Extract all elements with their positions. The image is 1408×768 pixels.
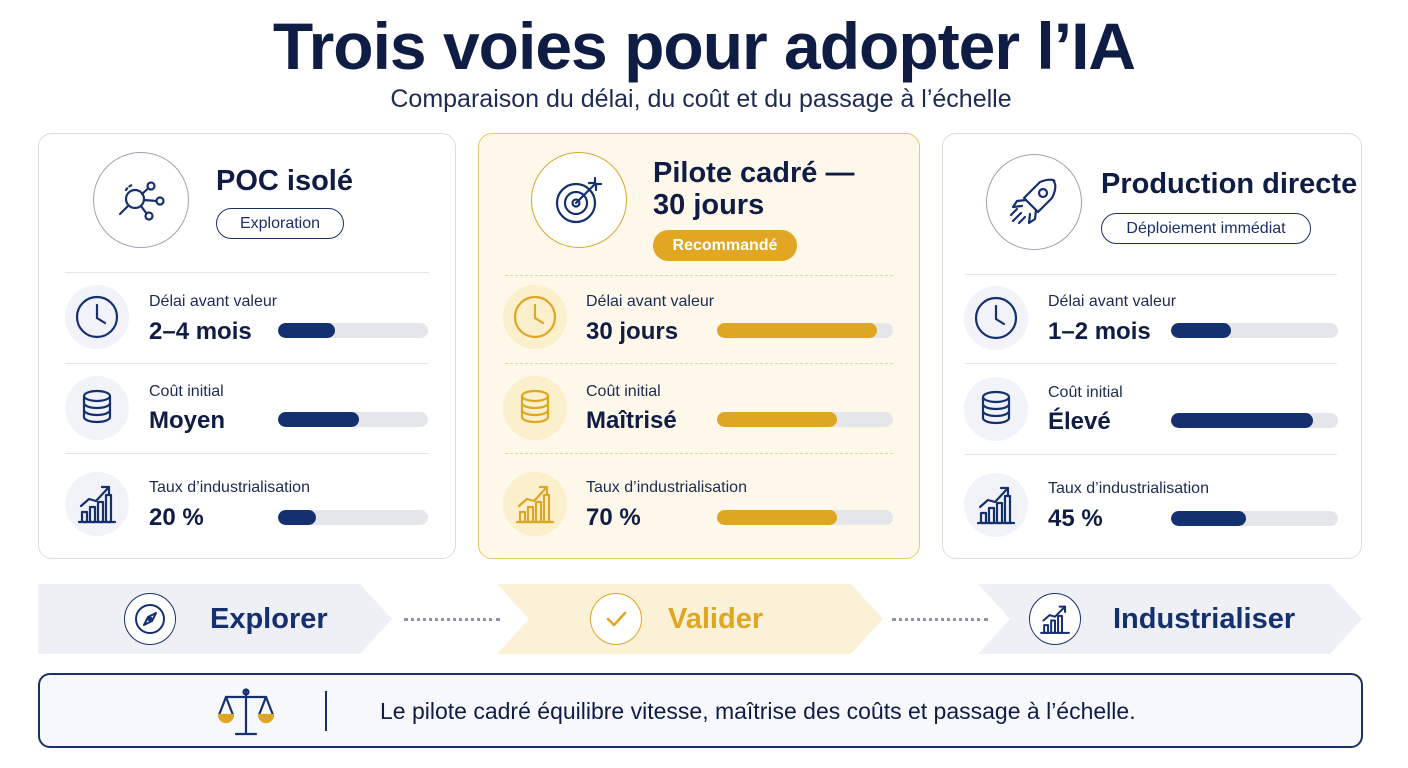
- divider: [965, 274, 1337, 275]
- coins-icon: [65, 376, 129, 440]
- progress-fill: [278, 510, 316, 525]
- metric-label: Délai avant valeur: [586, 293, 715, 310]
- growth-chart-icon: [1029, 593, 1081, 645]
- metric-label: Coût initial: [586, 383, 661, 400]
- progress-bar: [717, 510, 893, 525]
- progress-fill: [717, 323, 878, 338]
- card-title: POC isolé: [216, 165, 353, 197]
- balance-scale-icon: [216, 685, 276, 744]
- divider: [325, 691, 327, 731]
- card-production-directe: Production directe Déploiement immédiat …: [942, 133, 1362, 559]
- card-title: Pilote cadré —: [653, 157, 855, 189]
- card-pilote-cadre: Pilote cadré — 30 jours Recommandé Délai…: [478, 133, 920, 559]
- step-connector: [404, 618, 500, 621]
- metric-value: 45 %: [1048, 505, 1103, 532]
- progress-bar: [278, 412, 428, 427]
- step-label: Industrialiser: [1113, 603, 1296, 635]
- divider: [65, 453, 429, 454]
- metric-label: Délai avant valeur: [1048, 293, 1177, 310]
- card-title: Production directe: [1101, 168, 1358, 200]
- divider: [505, 363, 893, 364]
- card-poc-isole: POC isolé Exploration Délai avant valeur…: [38, 133, 456, 559]
- progress-bar: [278, 510, 428, 525]
- progress-fill: [717, 412, 837, 427]
- metric-label: Taux d’industrialisation: [149, 479, 310, 496]
- card-title-line2: 30 jours: [653, 189, 765, 221]
- metric-label: Taux d’industrialisation: [1048, 480, 1209, 497]
- metric-value: 2–4 mois: [149, 318, 252, 345]
- step-explorer: Explorer: [38, 584, 392, 654]
- divider: [505, 275, 893, 276]
- growth-chart-icon: [503, 472, 567, 536]
- progress-bar: [717, 412, 893, 427]
- progress-bar: [1171, 511, 1338, 526]
- progress-bar: [1171, 413, 1338, 428]
- metric-value: Maîtrisé: [586, 407, 677, 434]
- step-connector: [892, 618, 988, 621]
- recommended-badge: Recommandé: [653, 230, 797, 261]
- metric-label: Taux d’industrialisation: [586, 479, 747, 496]
- metric-value: Moyen: [149, 407, 226, 434]
- card-badge: Exploration: [216, 208, 344, 239]
- growth-chart-icon: [65, 472, 129, 536]
- growth-chart-icon: [964, 473, 1028, 537]
- progress-fill: [278, 323, 335, 338]
- clock-icon: [503, 285, 567, 349]
- metric-label: Délai avant valeur: [149, 293, 278, 310]
- step-label: Valider: [668, 603, 764, 635]
- divider: [505, 453, 893, 454]
- target-icon: [531, 152, 627, 248]
- metric-label: Coût initial: [1048, 384, 1123, 401]
- clock-icon: [964, 286, 1028, 350]
- divider: [65, 272, 429, 273]
- compass-icon: [124, 593, 176, 645]
- metric-value: Élevé: [1048, 408, 1111, 435]
- step-industrialiser: Industrialiser: [978, 584, 1362, 654]
- metric-value: 70 %: [586, 504, 641, 531]
- page-subtitle: Comparaison du délai, du coût et du pass…: [390, 85, 1012, 113]
- metric-value: 30 jours: [586, 318, 679, 345]
- divider: [965, 363, 1337, 364]
- step-label: Explorer: [210, 603, 328, 635]
- progress-bar: [278, 323, 428, 338]
- summary-banner: Le pilote cadré équilibre vitesse, maîtr…: [38, 673, 1363, 748]
- metric-value: 1–2 mois: [1048, 318, 1151, 345]
- card-badge: Déploiement immédiat: [1101, 213, 1311, 244]
- rocket-icon: [986, 154, 1082, 250]
- clock-icon: [65, 285, 129, 349]
- progress-bar: [1171, 323, 1338, 338]
- coins-icon: [503, 376, 567, 440]
- progress-bar: [717, 323, 893, 338]
- metric-value: 20 %: [149, 504, 204, 531]
- check-icon: [590, 593, 642, 645]
- progress-fill: [1171, 323, 1232, 338]
- divider: [965, 454, 1337, 455]
- divider: [65, 363, 429, 364]
- progress-fill: [717, 510, 837, 525]
- summary-text: Le pilote cadré équilibre vitesse, maîtr…: [380, 698, 1136, 724]
- metric-label: Coût initial: [149, 383, 224, 400]
- progress-fill: [1171, 413, 1313, 428]
- step-valider: Valider: [497, 584, 883, 654]
- page-title: Trois voies pour adopter l’IA: [272, 9, 1136, 83]
- coins-icon: [964, 377, 1028, 441]
- magnifier-network-icon: [93, 152, 189, 248]
- progress-fill: [1171, 511, 1247, 526]
- progress-fill: [278, 412, 359, 427]
